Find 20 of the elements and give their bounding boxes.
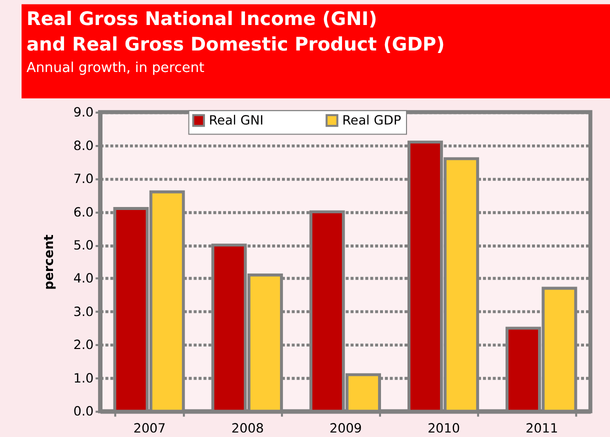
chart-title: Real Gross National Income (GNI) and Real Gross Domestic Product (GDP) — [26, 8, 445, 56]
x-tick-label: 2010 — [428, 421, 460, 436]
legend-label: Real GDP — [342, 113, 402, 128]
y-tick-label: 3.0 — [73, 304, 94, 320]
x-tick-label: 2011 — [526, 421, 558, 436]
chart-subtitle: Annual growth, in percent — [26, 60, 206, 76]
y-tick-label: 1.0 — [73, 371, 94, 386]
x-tick-label: 2007 — [133, 421, 166, 436]
y-tick-label: 9.0 — [73, 106, 94, 121]
y-tick-label: 4.0 — [73, 272, 94, 287]
y-tick-label: 7.0 — [73, 172, 94, 188]
x-tick-label: 2009 — [329, 421, 362, 436]
legend-label: Real GNI — [208, 113, 264, 128]
y-tick-label: 6.0 — [73, 205, 94, 220]
y-tick-label: 0.0 — [73, 404, 94, 420]
y-axis-title: percent — [42, 234, 57, 290]
y-tick-label: 5.0 — [73, 238, 94, 254]
y-tick-label: 8.0 — [73, 138, 94, 154]
x-tick-label: 2008 — [231, 421, 264, 436]
y-tick-label: 2.0 — [73, 338, 94, 354]
